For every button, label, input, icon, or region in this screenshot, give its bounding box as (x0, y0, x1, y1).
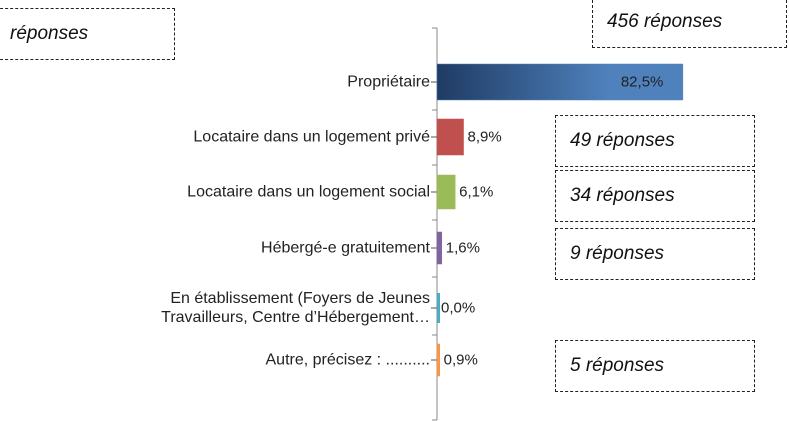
bar-edge (437, 344, 440, 376)
category-label: Autre, précisez : .......... (265, 351, 431, 369)
bar-edge (437, 293, 440, 323)
annotation: 456 réponses (592, 0, 787, 48)
category-label: En établissement (Foyers de Jeunes Trava… (161, 290, 430, 326)
annotation: 34 réponses (555, 170, 755, 222)
annotation: 49 réponses (555, 115, 755, 167)
category-label: Locataire dans un logement social (187, 183, 430, 201)
category-label: Propriétaire (347, 73, 430, 91)
bar-edge (437, 232, 440, 264)
value-label: 0,0% (441, 299, 476, 317)
bar (436, 63, 684, 101)
value-label: 8,9% (467, 128, 502, 146)
value-label: 1,6% (445, 239, 480, 257)
bar-edge (437, 175, 440, 209)
annotation: 5 réponses (555, 340, 755, 392)
annotation: 9 réponses (555, 228, 755, 280)
value-label: 0,9% (443, 351, 478, 369)
value-label: 82,5% (620, 73, 664, 91)
category-label: Locataire dans un logement privé (193, 128, 430, 146)
category-label: Hébergé-e gratuitement (261, 239, 430, 257)
bar (436, 118, 464, 156)
bar-edge (437, 119, 440, 155)
value-label: 6,1% (459, 183, 494, 201)
annotation: réponses (0, 8, 175, 60)
